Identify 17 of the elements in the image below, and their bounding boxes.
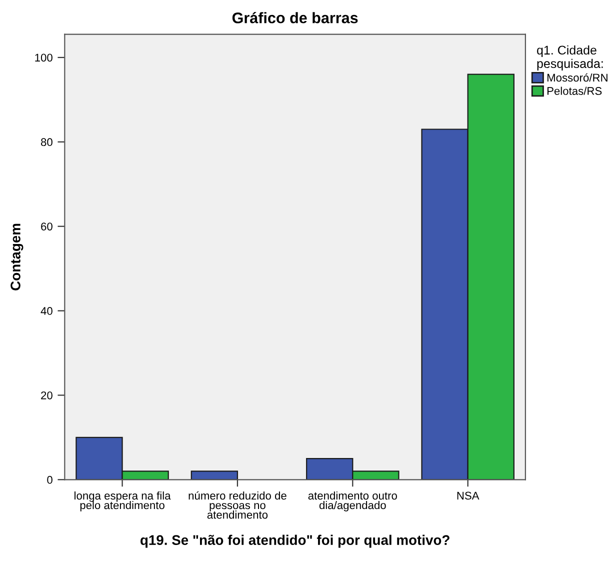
y-tick-label: 60 xyxy=(41,222,52,230)
x-tick-label: número reduzido de pessoas no atendimento xyxy=(188,491,286,519)
y-tick-label: 80 xyxy=(41,138,52,146)
y-tick-label: 100 xyxy=(35,54,52,62)
legend-label: Pelotas/RS xyxy=(547,86,602,95)
x-axis-title: q19. Se "não foi atendido" foi por qual motivo? xyxy=(140,534,450,548)
bar xyxy=(190,470,238,480)
x-tick-label: NSA xyxy=(457,492,480,500)
y-tick-label: 40 xyxy=(40,307,52,315)
legend-title: q1. Cidade pesquisada: xyxy=(537,45,603,70)
y-tick-label: 0 xyxy=(47,476,52,484)
x-tick-label: longa espera na fila pelo atendimento xyxy=(74,491,171,512)
legend-label: Mossoró/RN xyxy=(547,73,608,82)
y-axis-title: Contagem xyxy=(10,224,24,290)
x-tick-label: atendimento outro dia/agendado xyxy=(308,491,397,512)
chart-title: Gráfico de barras xyxy=(232,12,358,24)
y-tick-label: 20 xyxy=(41,391,52,400)
